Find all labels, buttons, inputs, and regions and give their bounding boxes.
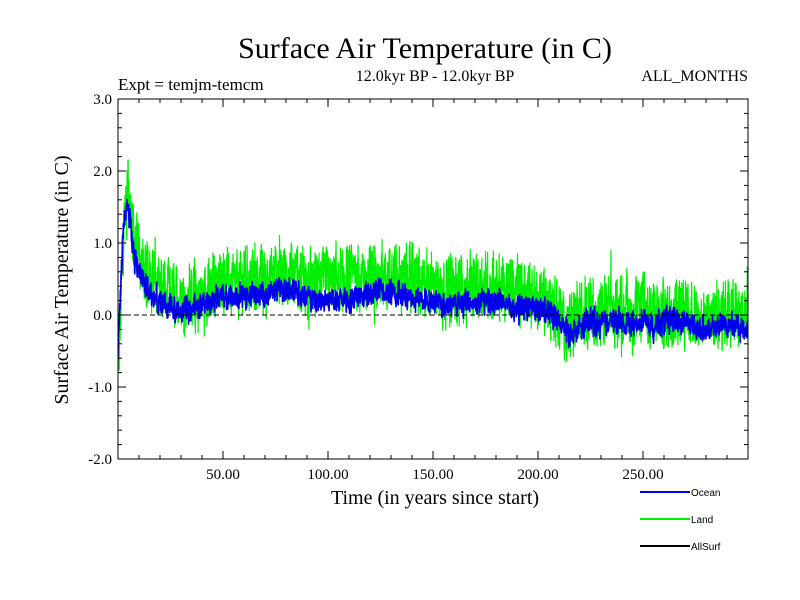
- plot-area: [118, 159, 748, 371]
- y-tick-label: 1.0: [93, 236, 112, 252]
- legend: Ocean Land AllSurf: [640, 488, 721, 553]
- legend-label-ocean: Ocean: [691, 488, 720, 499]
- x-tick-label: 200.00: [517, 467, 558, 483]
- y-tick-label: 3.0: [93, 92, 112, 108]
- y-tick-label: -1.0: [88, 380, 112, 396]
- x-axis-label: Time (in years since start): [331, 487, 539, 509]
- legend-label-allsurf: AllSurf: [691, 542, 721, 553]
- subtitle-expt: Expt = temjm-temcm: [118, 75, 264, 94]
- y-axis: -2.0 -1.0 0.0 1.0 2.0 3.0: [88, 92, 748, 468]
- chart-title: Surface Air Temperature (in C): [238, 32, 612, 65]
- subtitle-period: 12.0kyr BP - 12.0kyr BP: [356, 68, 515, 85]
- legend-label-land: Land: [691, 515, 713, 526]
- y-tick-label: 2.0: [93, 164, 112, 180]
- x-axis: 50.00 100.00 150.00 200.00 250.00: [138, 99, 728, 483]
- x-tick-label: 50.00: [206, 467, 240, 483]
- y-axis-label: Surface Air Temperature (in C): [51, 155, 73, 404]
- x-tick-label: 250.00: [622, 467, 663, 483]
- y-tick-label: 0.0: [93, 308, 112, 324]
- x-tick-label: 100.00: [307, 467, 348, 483]
- subtitle-months: ALL_MONTHS: [641, 68, 748, 85]
- x-tick-label: 150.00: [412, 467, 453, 483]
- series-ocean: [118, 198, 748, 358]
- y-tick-label: -2.0: [88, 452, 112, 468]
